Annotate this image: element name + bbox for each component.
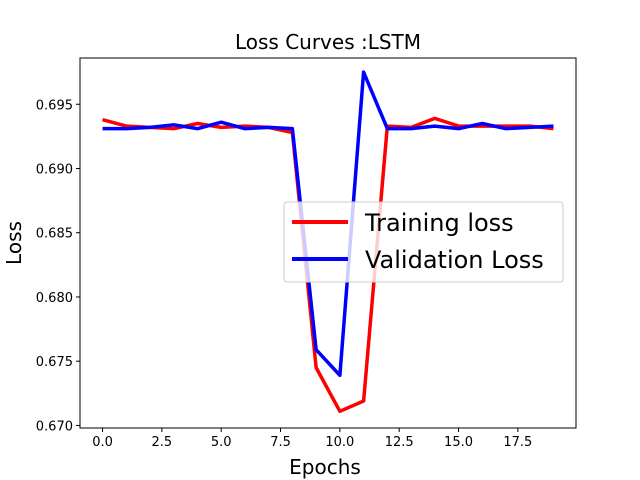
plot-area <box>79 57 577 429</box>
x-tick-label: 0.0 <box>92 435 113 450</box>
x-axis-label: Epochs <box>289 455 361 479</box>
series-lines <box>102 70 554 414</box>
legend: Training loss Validation Loss <box>283 201 564 283</box>
legend-box <box>283 201 564 283</box>
legend-label-validation: Validation Loss <box>365 246 544 274</box>
x-tick-label: 5.0 <box>211 435 232 450</box>
y-tick-label: 0.695 <box>36 98 73 113</box>
x-tick-label: 2.5 <box>152 435 173 450</box>
x-tick-label: 12.5 <box>385 435 414 450</box>
y-tick-label: 0.680 <box>36 291 73 306</box>
y-tick-label: 0.690 <box>36 162 73 177</box>
validation-loss-line <box>102 70 554 378</box>
x-axis-ticks: 0.0 2.5 5.0 7.5 10.0 12.5 15.0 17.5 <box>92 428 532 450</box>
x-tick-label: 17.5 <box>503 435 532 450</box>
y-tick-label: 0.675 <box>36 355 73 370</box>
x-tick-label: 7.5 <box>270 435 291 450</box>
y-axis-ticks: 0.670 0.675 0.680 0.685 0.690 0.695 <box>36 98 80 434</box>
y-tick-label: 0.685 <box>36 227 73 242</box>
y-axis-label: Loss <box>2 221 26 265</box>
y-tick-label: 0.670 <box>36 419 73 434</box>
x-tick-label: 10.0 <box>325 435 354 450</box>
chart-title: Loss Curves :LSTM <box>235 30 421 54</box>
x-tick-label: 15.0 <box>444 435 473 450</box>
legend-label-training: Training loss <box>364 209 514 237</box>
